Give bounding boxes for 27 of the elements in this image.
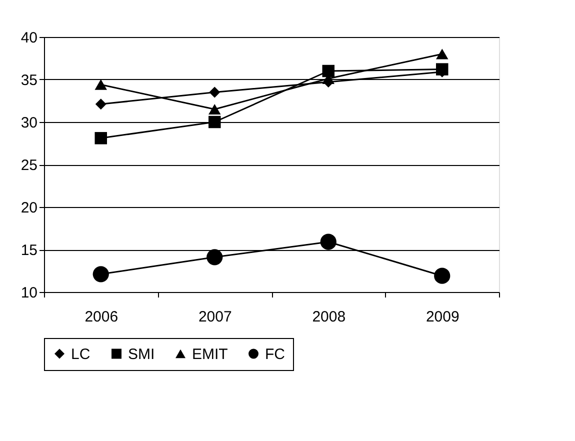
legend-label: FC bbox=[265, 346, 286, 363]
y-tick-label: 20 bbox=[20, 200, 38, 216]
point bbox=[436, 48, 448, 60]
point bbox=[95, 98, 106, 110]
x-tick-label: 2009 bbox=[426, 308, 460, 326]
y-tick-label: 40 bbox=[20, 30, 38, 46]
y-tick-label: 10 bbox=[20, 284, 38, 302]
y-tick-label: 25 bbox=[20, 157, 38, 174]
x-tick-label: 2006 bbox=[84, 308, 118, 326]
x-tick-label: 2007 bbox=[198, 308, 232, 326]
point bbox=[206, 249, 223, 266]
point bbox=[322, 64, 334, 78]
legend-label: EMIT bbox=[192, 346, 228, 363]
point bbox=[94, 79, 107, 90]
point bbox=[320, 234, 336, 250]
legend-label: SMI bbox=[128, 346, 155, 363]
y-tick-label: 30 bbox=[20, 114, 38, 132]
y-tick-label: 35 bbox=[20, 72, 38, 89]
y-tick-label: 15 bbox=[20, 242, 38, 259]
point bbox=[92, 266, 109, 282]
point bbox=[434, 268, 450, 284]
point bbox=[209, 86, 220, 98]
legend-label: LC bbox=[71, 346, 90, 363]
point bbox=[208, 116, 221, 128]
point bbox=[208, 104, 221, 115]
point bbox=[94, 132, 107, 144]
x-tick-label: 2008 bbox=[312, 308, 346, 326]
